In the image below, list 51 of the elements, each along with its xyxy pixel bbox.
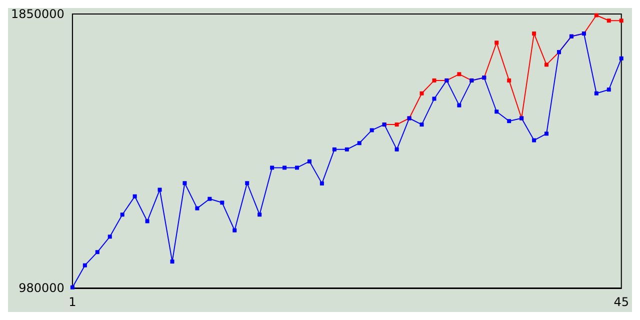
point <box>420 122 424 127</box>
x-tick-label: 1 <box>68 295 76 309</box>
point <box>432 96 436 101</box>
point <box>170 260 174 264</box>
point <box>594 91 598 96</box>
y-tick-label: 1850000 <box>10 7 64 21</box>
point <box>270 166 274 170</box>
point <box>606 88 611 92</box>
point <box>494 110 499 114</box>
point <box>220 200 224 205</box>
point <box>120 212 124 217</box>
point <box>332 147 336 152</box>
point <box>544 62 549 67</box>
point <box>258 212 262 217</box>
point <box>432 78 436 82</box>
point <box>307 159 312 164</box>
point <box>145 219 150 224</box>
point <box>420 91 424 96</box>
point <box>357 141 362 146</box>
point <box>594 13 598 18</box>
point <box>245 181 250 186</box>
point <box>82 263 87 268</box>
point <box>344 147 349 152</box>
point <box>282 166 287 170</box>
point <box>158 188 162 192</box>
point <box>70 285 74 290</box>
point <box>619 18 624 23</box>
y-tick-label: 980000 <box>18 281 64 295</box>
point <box>208 196 212 201</box>
point <box>182 181 187 186</box>
point <box>619 56 624 60</box>
point <box>457 72 462 76</box>
point <box>232 228 237 232</box>
point <box>532 32 536 36</box>
point <box>95 250 100 254</box>
point <box>370 128 374 132</box>
point <box>132 194 137 198</box>
point <box>394 147 399 152</box>
point <box>457 103 462 108</box>
point <box>507 78 512 82</box>
point <box>606 18 611 23</box>
point <box>195 206 200 210</box>
point <box>532 138 536 142</box>
x-tick-label: 45 <box>614 295 630 309</box>
point <box>544 132 549 136</box>
point <box>494 40 499 45</box>
point <box>394 122 399 127</box>
point <box>295 166 299 170</box>
point <box>507 119 512 124</box>
point <box>320 181 324 186</box>
point <box>108 234 112 239</box>
